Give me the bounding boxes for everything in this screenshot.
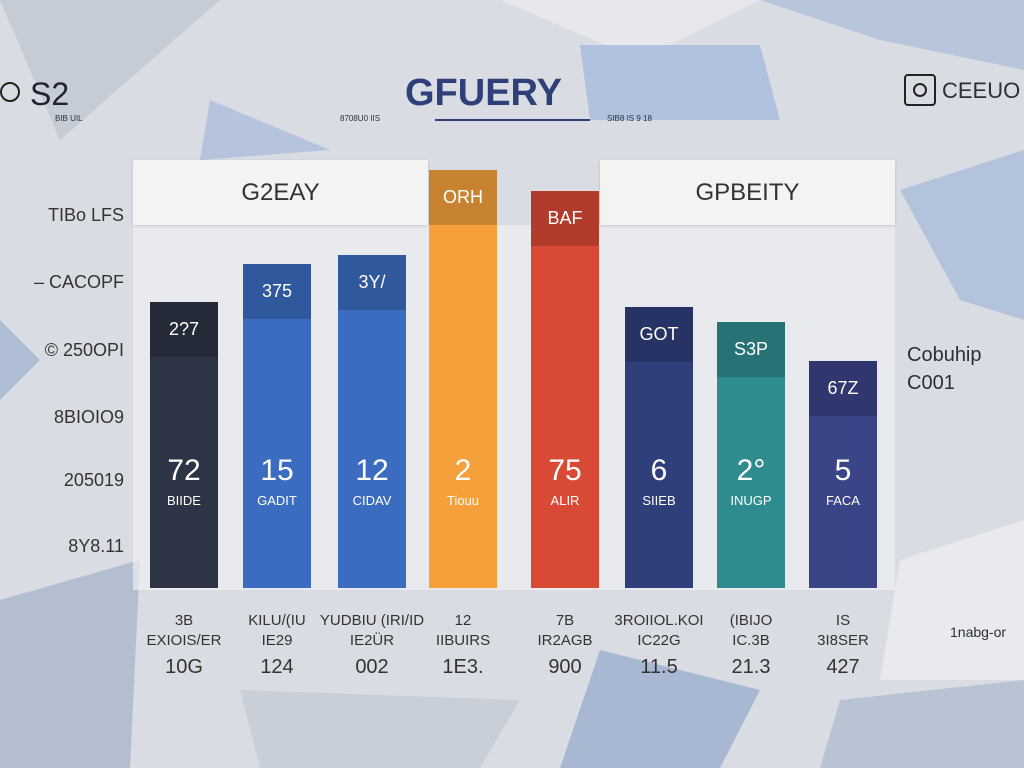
panel-header: G2EAY <box>133 160 428 225</box>
bar-sub-label: FACA <box>826 493 860 508</box>
title-caption: SIB8 IS 9 18 <box>607 114 652 123</box>
column-label: EXIOIS/ER <box>146 632 222 649</box>
bar-sub-label: Tiouu <box>446 493 480 508</box>
bar-top-label: 67Z <box>809 361 877 416</box>
column-label: 124 <box>260 656 294 678</box>
bar: 2?7 72 BIIDE <box>150 302 218 588</box>
bar: 67Z 5 FACA <box>809 361 877 588</box>
left-caption: BIB UIL <box>55 114 83 123</box>
bar-value-label: 2° <box>736 454 766 487</box>
bar-value-label: 5 <box>834 454 852 487</box>
bar: 375 15 GADIT <box>243 264 311 588</box>
side-label: Cobuhip <box>907 344 982 366</box>
panel-header: GPBEITY <box>600 160 895 225</box>
column-label: IE2ÜR <box>349 632 395 649</box>
bar: BAF 75 ALIR <box>531 191 599 588</box>
bar-sub-label: CIDAV <box>352 493 392 508</box>
column-label: 3I8SER <box>817 632 869 649</box>
bar: S3P 2° INUGP <box>717 322 785 588</box>
y-label: 8BIOIO9 <box>53 407 124 427</box>
bar-top-label: ORH <box>429 170 497 225</box>
bar-top-label: 2?7 <box>150 302 218 357</box>
bar-top-label: 3Y/ <box>338 255 406 310</box>
column-label: 11.5 <box>640 656 678 678</box>
bar-top-label: 375 <box>243 264 311 319</box>
bar-value-label: 15 <box>260 454 294 487</box>
bar-top-label: GOT <box>625 307 693 362</box>
column-label: 002 <box>355 656 389 678</box>
side-label: 1nabg-or <box>950 624 1007 640</box>
bar-sub-label: GADIT <box>257 493 297 508</box>
bar-sub-label: SIIEB <box>642 493 676 508</box>
column-label: KILU/(IU <box>248 612 306 629</box>
bar-value-label: 6 <box>650 454 668 487</box>
title-caption: 8708U0 IIS <box>340 114 381 123</box>
column-label: 10G <box>165 656 203 678</box>
y-label: TIBo LFS <box>47 205 124 225</box>
column-label: IS <box>835 612 851 629</box>
title: GFUERY <box>405 72 562 114</box>
bar-sub-label: INUGP <box>730 493 772 508</box>
bar-sub-label: ALIR <box>550 493 580 508</box>
column-label: IIBUIRS <box>435 632 491 649</box>
column-label: 1E3. <box>442 656 484 678</box>
column-label: 427 <box>826 656 860 678</box>
bar-sub-label: BIIDE <box>167 493 201 508</box>
y-label: – CACOPF <box>33 272 124 292</box>
column-label: 7B <box>555 612 575 629</box>
column-label: 900 <box>548 656 582 678</box>
y-label: © 250OPI <box>44 340 124 360</box>
right-logo: CEEUO <box>942 78 1021 103</box>
column-label: 3ROIIOL.KOI <box>614 612 704 629</box>
bar: GOT 6 SIIEB <box>625 307 693 588</box>
side-label: C001 <box>907 372 955 394</box>
bar-value-label: 75 <box>548 454 582 487</box>
column-label: YUDBIU (IRI/ID <box>319 612 425 629</box>
column-label: IC22G <box>637 632 681 649</box>
bar: ORH 2 Tiouu <box>429 170 497 588</box>
column-label: 3B <box>174 612 194 629</box>
bar-top-label: S3P <box>717 322 785 377</box>
bar-value-label: 2 <box>454 454 472 487</box>
bar-value-label: 72 <box>167 454 201 487</box>
y-label: 8Y8.11 <box>68 536 124 556</box>
column-label: IR2AGB <box>537 632 593 649</box>
bar: 3Y/12 CIDAV <box>338 255 406 588</box>
y-label: 205019 <box>63 470 124 490</box>
column-label: IE29 <box>261 632 293 649</box>
column-label: 12 <box>454 612 472 629</box>
bar-top-label: BAF <box>531 191 599 246</box>
bar-value-label: 12 <box>355 454 389 487</box>
left-logo: S2 <box>30 76 70 112</box>
column-label: (IBIJO <box>729 612 773 629</box>
column-label: 21.3 <box>731 656 771 678</box>
column-label: IC.3B <box>732 632 770 649</box>
